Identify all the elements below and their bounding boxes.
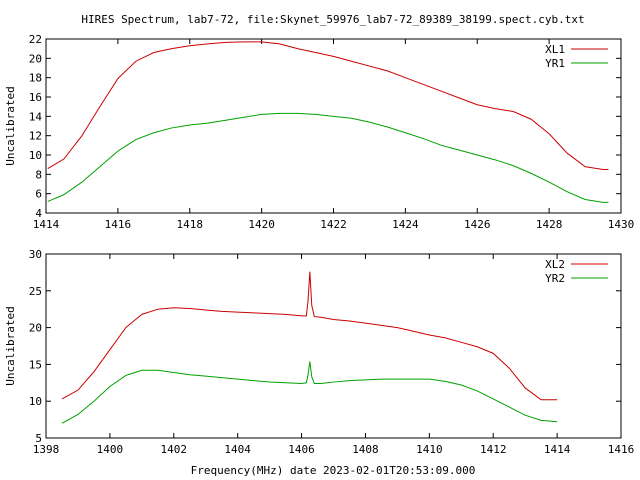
upper-spectrum-panel: 1414 1416 1418 1420 1422 1424 1426 1428 14304681… — [4, 33, 634, 231]
lower-spectrum-panel: 1398 1400 1402 1404 1406 1408 1410 1412 1414 1416… — [4, 248, 634, 456]
x-tick-label: 1406 — [288, 443, 315, 456]
x-tick-label: 1418 — [177, 218, 204, 231]
x-tick-label: 1426 — [464, 218, 491, 231]
y-tick-label: 20 — [29, 52, 42, 65]
y-tick-label: 5 — [35, 432, 42, 445]
y-axis-label: Uncalibrated — [4, 306, 17, 385]
series-line-xl2 — [61, 271, 558, 401]
y-tick-label: 30 — [29, 248, 42, 261]
y-tick-label: 10 — [29, 395, 42, 408]
x-tick-label: 1416 — [105, 218, 132, 231]
plot-frame — [45, 253, 622, 439]
y-tick-label: 12 — [29, 130, 42, 143]
y-tick-label: 25 — [29, 285, 42, 298]
x-tick-label: 1422 — [320, 218, 347, 231]
y-tick-label: 10 — [29, 149, 42, 162]
legend-label-xl1: XL1 — [545, 43, 565, 56]
x-tick-label: 1414 — [33, 218, 60, 231]
x-tick-label: 1424 — [392, 218, 419, 231]
footer-label: Frequency(MHz) date 2023-02-01T20:53:09.… — [191, 464, 476, 477]
y-tick-label: 6 — [35, 188, 42, 201]
y-axis-label: Uncalibrated — [4, 86, 17, 165]
page-title: HIRES Spectrum, lab7-72, file:Skynet_599… — [81, 13, 584, 26]
x-tick-label: 1412 — [480, 443, 507, 456]
x-tick-label: 1428 — [536, 218, 563, 231]
x-tick-label: 1430 — [608, 218, 635, 231]
y-tick-label: 20 — [29, 322, 42, 335]
y-tick-label: 14 — [29, 110, 43, 123]
y-tick-label: 18 — [29, 72, 42, 85]
x-tick-label: 1420 — [248, 218, 275, 231]
x-tick-label: 1404 — [224, 443, 251, 456]
x-tick-label: 1400 — [97, 443, 124, 456]
series-line-yr1 — [47, 112, 609, 203]
x-tick-label: 1410 — [416, 443, 443, 456]
y-tick-label: 16 — [29, 91, 42, 104]
x-tick-label: 1398 — [33, 443, 60, 456]
x-tick-label: 1402 — [161, 443, 188, 456]
y-tick-label: 15 — [29, 358, 42, 371]
legend-label-yr2: YR2 — [545, 272, 565, 285]
y-tick-label: 4 — [35, 207, 42, 220]
legend-label-xl2: XL2 — [545, 258, 565, 271]
x-tick-label: 1416 — [608, 443, 635, 456]
x-tick-label: 1408 — [352, 443, 379, 456]
series-line-xl1 — [47, 41, 609, 170]
y-tick-label: 22 — [29, 33, 42, 46]
y-tick-label: 8 — [35, 168, 42, 181]
series-line-yr2 — [61, 361, 558, 424]
legend-label-yr1: YR1 — [545, 57, 565, 70]
x-tick-label: 1414 — [544, 443, 571, 456]
